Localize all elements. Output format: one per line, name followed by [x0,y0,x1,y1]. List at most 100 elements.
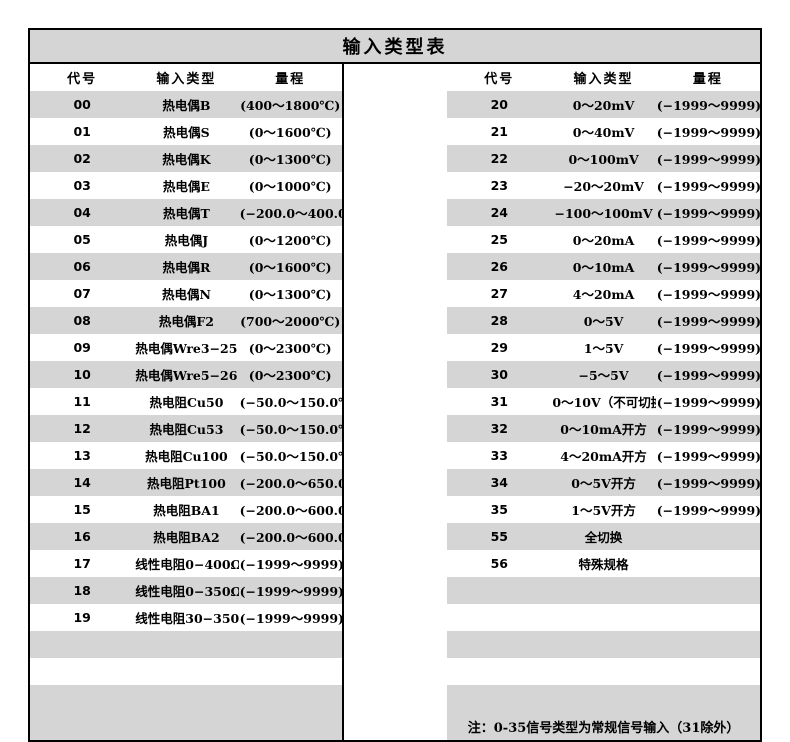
cell-code-left: 07 [30,280,135,307]
cell-type-right [551,685,656,712]
cell-type-right: 4～20mA开方 [551,442,656,469]
column-header-type-left: 输入类型 [134,63,239,91]
cell-type-left: 线性电阻30−350Ω [134,604,239,631]
cell-code-left: 03 [30,172,135,199]
cell-type-right: 0～10mA [551,253,656,280]
cell-code-right: 30 [447,361,552,388]
cell-type-right: 1～5V [551,334,656,361]
column-header-type-right: 输入类型 [551,63,656,91]
cell-range-left: (400～1800℃) [238,91,343,118]
cell-code-right [447,631,552,658]
cell-type-right: 0～100mV [551,145,656,172]
cell-code-left: 19 [30,604,135,631]
cell-code-right: 55 [447,523,552,550]
cell-range-right: (−1999～9999) [655,253,760,280]
table-row: 07 热电偶N (0～1300℃) 27 4～20mA (−1999～9999) [30,280,760,307]
cell-type-right [551,658,656,685]
cell-code-left [30,658,135,685]
cell-code-right: 29 [447,334,552,361]
cell-type-left: 热电偶T [134,199,239,226]
cell-range-left: (0～1600℃) [238,118,343,145]
cell-range-right: (−1999～9999) [655,172,760,199]
cell-range-left: (−50.0～150.0℃) [238,388,343,415]
table-row: 09 热电偶Wre3−25 (0～2300℃) 29 1～5V (−1999～9999) [30,334,760,361]
cell-type-left: 热电阻BA1 [134,496,239,523]
cell-code-right [447,685,552,712]
cell-range-right: (−1999～9999) [655,307,760,334]
cell-code-left: 17 [30,550,135,577]
cell-range-left: (−50.0～150.0℃) [238,415,343,442]
cell-range-left: (0～1600℃) [238,253,343,280]
column-divider [341,199,448,226]
cell-code-left [30,631,135,658]
cell-code-right [447,658,552,685]
cell-type-left: 热电阻Pt100 [134,469,239,496]
column-divider [341,388,448,415]
cell-type-right: 0～5V开方 [551,469,656,496]
cell-code-right: 33 [447,442,552,469]
column-divider [341,469,448,496]
cell-code-left [30,685,135,712]
cell-code-right: 27 [447,280,552,307]
column-header-range-right: 量程 [655,63,760,91]
cell-code-right: 35 [447,496,552,523]
table-row: 02 热电偶K (0～1300℃) 22 0～100mV (−1999～9999) [30,145,760,172]
column-divider [341,226,448,253]
cell-code-left: 13 [30,442,135,469]
cell-range-left: (0～2300℃) [238,361,343,388]
cell-type-right: 全切换 [551,523,656,550]
column-header-code-left: 代号 [30,63,135,91]
column-divider [341,280,448,307]
table-body: 输入类型表 代号 输入类型 量程 代号 输入类型 量程 00 热电偶B (400～1800℃) 20… [30,30,760,740]
column-divider [341,604,448,631]
cell-type-right: −20～20mV [551,172,656,199]
cell-code-right: 31 [447,388,552,415]
cell-range-left: (0～1000℃) [238,172,343,199]
cell-range-left: (0～1200℃) [238,226,343,253]
column-header-range-left: 量程 [238,63,343,91]
cell-code-left: 02 [30,145,135,172]
note-left-blank [30,712,343,740]
cell-code-right: 28 [447,307,552,334]
cell-type-left: 线性电阻0−350Ω [134,577,239,604]
cell-code-left: 01 [30,118,135,145]
cell-code-right: 20 [447,91,552,118]
cell-range-left: (−1999～9999) [238,550,343,577]
column-divider [341,550,448,577]
column-divider [341,658,448,685]
cell-type-left: 热电偶B [134,91,239,118]
cell-type-right [551,577,656,604]
cell-range-left: (−1999～9999) [238,604,343,631]
cell-range-right [655,577,760,604]
cell-type-left [134,685,239,712]
cell-code-left: 18 [30,577,135,604]
column-header-code-right: 代号 [447,63,552,91]
cell-type-left: 热电偶E [134,172,239,199]
cell-range-left [238,685,343,712]
cell-code-left: 06 [30,253,135,280]
cell-range-right: (−1999～9999) [655,415,760,442]
cell-range-right: (−1999～9999) [655,469,760,496]
cell-range-left: (−200.0～600.0℃) [238,496,343,523]
cell-type-left: 热电偶R [134,253,239,280]
cell-type-right: 0～10mA开方 [551,415,656,442]
cell-range-right: (−1999～9999) [655,496,760,523]
cell-range-left: (700～2000℃) [238,307,343,334]
table-note: 注：0-35信号类型为常规信号输入（31除外） [447,712,760,740]
table-row: 03 热电偶E (0～1000℃) 23 −20～20mV (−1999～9999) [30,172,760,199]
cell-type-left [134,631,239,658]
table-row: 00 热电偶B (400～1800℃) 20 0～20mV (−1999～9999) [30,91,760,118]
cell-code-left: 08 [30,307,135,334]
cell-type-right: 0～20mA [551,226,656,253]
cell-code-right: 21 [447,118,552,145]
cell-code-left: 09 [30,334,135,361]
cell-range-left [238,631,343,658]
table-row: 08 热电偶F2 (700～2000℃) 28 0～5V (−1999～9999) [30,307,760,334]
cell-range-left: (0～1300℃) [238,280,343,307]
column-divider [341,334,448,361]
cell-code-left: 11 [30,388,135,415]
